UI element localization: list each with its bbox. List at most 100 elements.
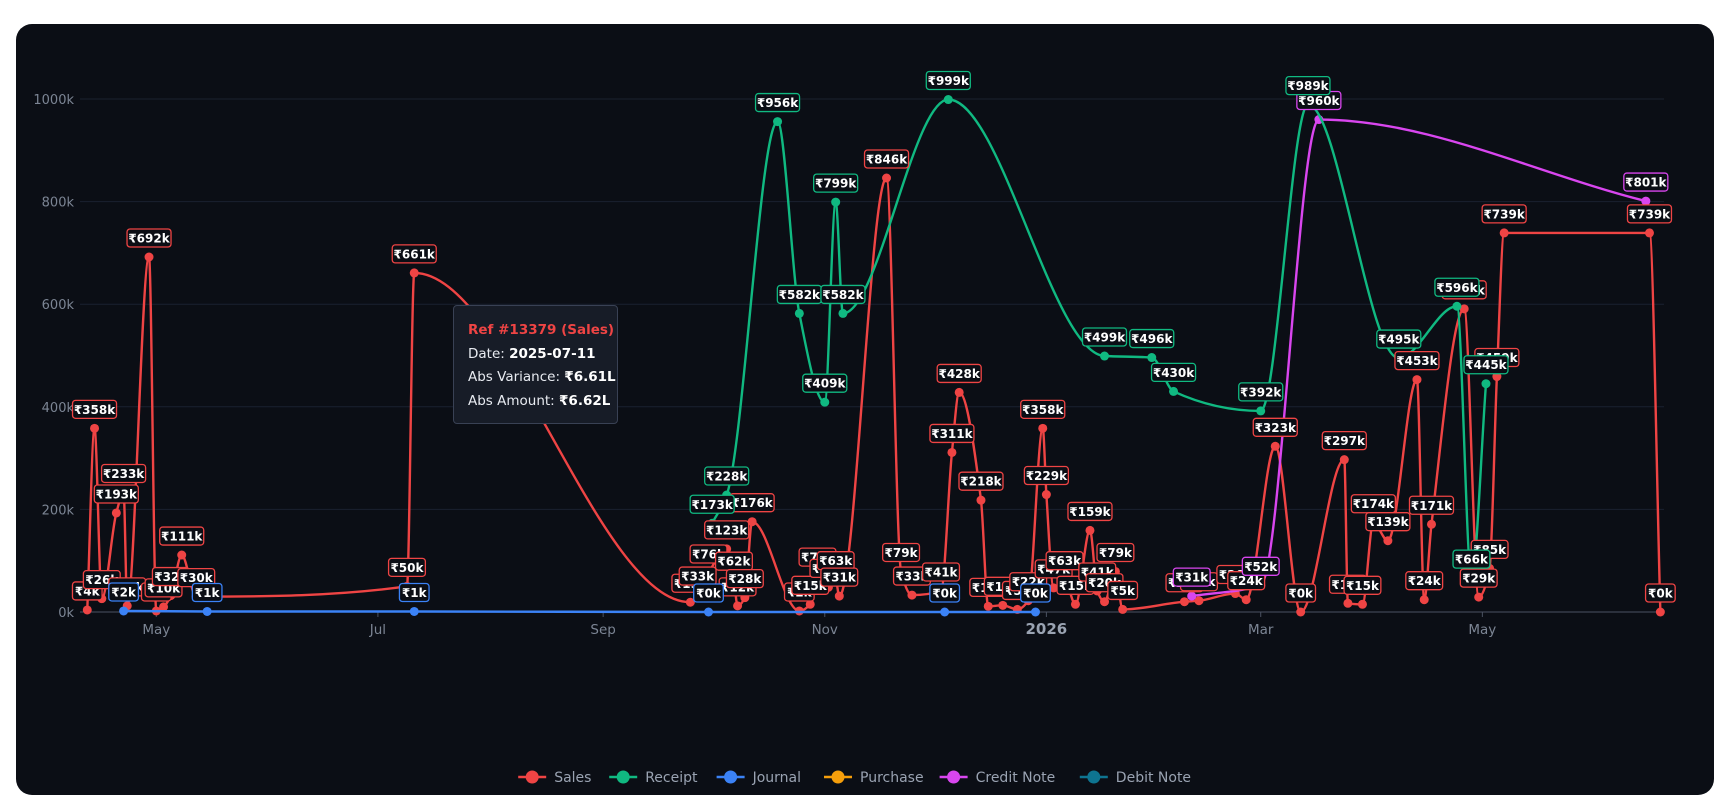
data-point-sales[interactable]: [882, 173, 892, 183]
data-point-sales[interactable]: [954, 387, 964, 397]
data-point-journal[interactable]: [409, 606, 419, 616]
data-label-sales: ₹0k: [1285, 583, 1317, 603]
data-point-sales[interactable]: [1459, 304, 1469, 314]
data-label-box: [1365, 512, 1411, 532]
data-label-box: [1020, 399, 1066, 419]
data-point-sales[interactable]: [1049, 583, 1059, 593]
data-label-sales: ₹139k: [1365, 512, 1411, 532]
data-label-text: ₹956k: [757, 96, 799, 110]
x-tick-label: May: [142, 622, 170, 638]
data-point-sales[interactable]: [747, 517, 757, 527]
data-point-receipt[interactable]: [1481, 379, 1491, 389]
data-point-sales[interactable]: [1339, 455, 1349, 465]
data-point-sales[interactable]: [177, 550, 187, 560]
data-label-receipt: ₹582k: [776, 284, 822, 305]
data-point-credit-note[interactable]: [1641, 196, 1651, 206]
series-line-receipt[interactable]: [711, 98, 1488, 580]
series-journal[interactable]: [119, 606, 1040, 617]
legend-item-sales[interactable]: Sales: [518, 770, 591, 786]
data-point-sales[interactable]: [1655, 607, 1665, 617]
data-point-sales[interactable]: [1357, 599, 1367, 609]
series-line-journal[interactable]: [123, 609, 1036, 614]
data-point-receipt[interactable]: [1452, 301, 1462, 311]
tooltip-title: Ref #13379 (Sales): [468, 322, 615, 338]
data-point-receipt[interactable]: [838, 308, 848, 318]
data-point-receipt[interactable]: [773, 117, 783, 127]
data-label-text: ₹428k: [938, 367, 980, 381]
data-point-sales[interactable]: [1419, 595, 1429, 605]
data-point-journal[interactable]: [704, 607, 714, 617]
data-point-sales[interactable]: [1383, 536, 1393, 546]
data-label-box: [820, 567, 859, 587]
legend-item-journal[interactable]: Journal: [716, 770, 801, 786]
data-point-receipt[interactable]: [1100, 351, 1110, 361]
data-label-box: [921, 562, 961, 582]
data-point-sales[interactable]: [1343, 598, 1353, 608]
data-point-sales[interactable]: [685, 597, 695, 607]
data-point-sales[interactable]: [1296, 607, 1306, 617]
data-label-text: ₹2k: [111, 585, 137, 599]
data-point-sales[interactable]: [1412, 375, 1422, 385]
legend-item-debit-note[interactable]: Debit Note: [1079, 770, 1191, 786]
data-point-sales[interactable]: [976, 495, 986, 505]
data-point-sales[interactable]: [409, 268, 419, 278]
data-label-text: ₹392k: [1240, 385, 1282, 399]
legend-swatch-dot: [724, 770, 738, 784]
data-point-sales[interactable]: [1038, 423, 1048, 433]
data-point-sales[interactable]: [998, 600, 1008, 610]
data-point-receipt[interactable]: [1256, 406, 1266, 416]
data-label-sales: ₹692k: [126, 228, 172, 248]
data-point-sales[interactable]: [733, 601, 743, 611]
data-point-sales[interactable]: [1041, 490, 1051, 500]
data-point-receipt[interactable]: [1169, 386, 1179, 396]
data-point-receipt[interactable]: [794, 308, 804, 318]
data-point-sales[interactable]: [1474, 592, 1484, 602]
data-point-sales[interactable]: [159, 602, 169, 612]
data-label-text: ₹52k: [1244, 560, 1278, 574]
data-point-receipt[interactable]: [1147, 353, 1157, 363]
data-point-receipt[interactable]: [831, 197, 841, 207]
legend-item-receipt[interactable]: Receipt: [609, 770, 698, 786]
data-point-sales[interactable]: [111, 508, 121, 518]
data-point-sales[interactable]: [1100, 597, 1110, 607]
legend-item-purchase[interactable]: Purchase: [824, 770, 924, 786]
legend-swatch-dot: [616, 770, 630, 784]
data-label-receipt: ₹409k: [802, 373, 848, 393]
data-point-sales[interactable]: [1194, 596, 1204, 606]
data-point-sales[interactable]: [90, 423, 100, 433]
data-point-journal[interactable]: [202, 606, 212, 616]
data-point-sales[interactable]: [1241, 595, 1251, 605]
data-point-sales[interactable]: [1270, 441, 1280, 451]
data-label-box: [1376, 329, 1422, 349]
data-point-receipt[interactable]: [943, 95, 953, 105]
data-point-sales[interactable]: [834, 591, 844, 601]
data-point-sales[interactable]: [1085, 525, 1095, 535]
data-point-sales[interactable]: [907, 590, 917, 600]
data-point-sales[interactable]: [947, 447, 957, 457]
data-point-sales[interactable]: [1499, 228, 1509, 238]
data-label-box: [93, 484, 139, 504]
data-point-journal[interactable]: [940, 607, 950, 617]
data-point-sales[interactable]: [983, 601, 993, 611]
data-point-sales[interactable]: [144, 252, 154, 262]
series-line-sales[interactable]: [86, 176, 1662, 614]
data-point-sales[interactable]: [1644, 228, 1654, 238]
data-label-text: ₹358k: [74, 403, 116, 417]
data-point-journal[interactable]: [1030, 607, 1040, 617]
data-point-receipt[interactable]: [820, 397, 830, 407]
legend-swatch-dot: [525, 770, 539, 784]
data-label-sales: ₹63k: [816, 551, 855, 571]
data-labels: ₹4k₹358k₹26k₹193k₹233k₹12k₹692k₹2k₹10k₹3…: [71, 70, 1676, 603]
data-point-sales[interactable]: [1070, 599, 1080, 609]
data-point-sales[interactable]: [1179, 597, 1189, 607]
data-point-sales[interactable]: [82, 605, 92, 615]
data-point-sales[interactable]: [1118, 604, 1128, 614]
data-label-text: ₹1k: [402, 586, 428, 600]
data-point-sales[interactable]: [1426, 519, 1436, 529]
data-point-credit-note[interactable]: [1187, 591, 1197, 601]
legend-item-credit-note[interactable]: Credit Note: [939, 770, 1056, 786]
data-point-journal[interactable]: [119, 606, 129, 616]
series-sales[interactable]: [82, 173, 1665, 617]
data-point-sales[interactable]: [805, 599, 815, 609]
